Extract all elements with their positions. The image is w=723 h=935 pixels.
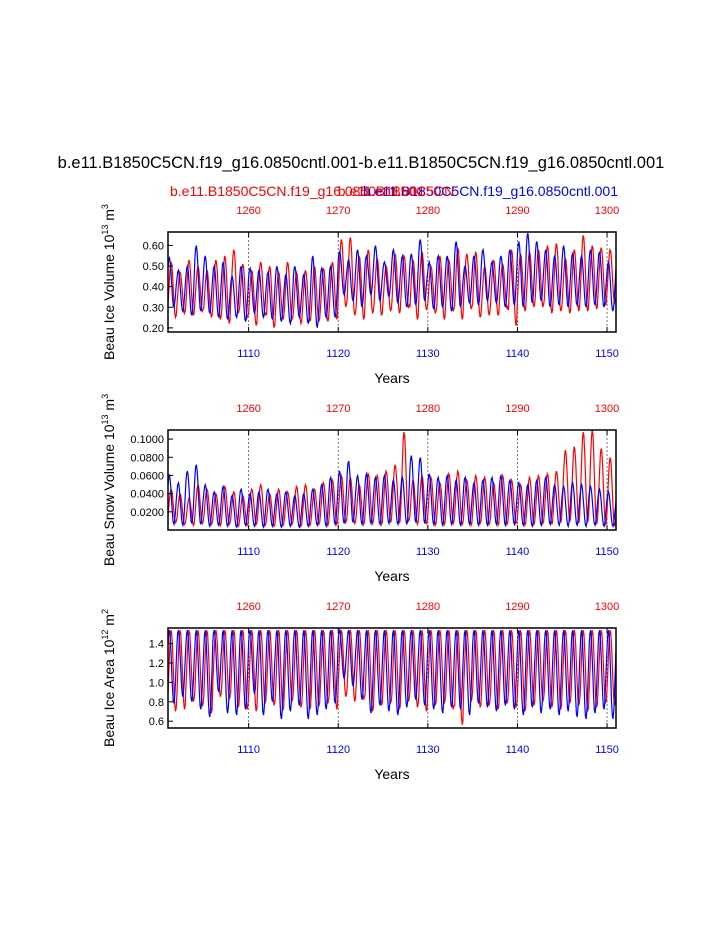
y-tick-label: 0.30 — [143, 302, 164, 314]
x-tick-label-top: 1290 — [505, 403, 529, 415]
chart-panel-beau-ice-volume: 0.20 0.30 0.40 0.50 0.60 1110 1120 1130 1140 1150… — [100, 204, 619, 386]
legend-red-label: b.e11.B1850C5CN.f19_g16.0850cntl.001 — [170, 183, 425, 199]
y-tick-label: 0.0600 — [130, 470, 164, 482]
series-line-red — [168, 430, 616, 529]
y-axis-label: Beau Snow Volume 1013 m3 — [100, 394, 117, 566]
y-axis-label-unit: m — [101, 614, 117, 630]
x-tick-label-bottom: 1130 — [416, 546, 440, 558]
x-tick-label-bottom: 1140 — [506, 348, 530, 360]
series-line-blue — [168, 628, 616, 720]
x-tick-label-top: 1270 — [326, 601, 350, 613]
x-tick-label-top: 1260 — [236, 601, 260, 613]
y-tick-label: 0.40 — [143, 282, 164, 294]
x-tick-label-bottom: 1150 — [595, 348, 619, 360]
x-tick-label-bottom: 1150 — [595, 744, 619, 756]
series-line-red — [168, 629, 616, 725]
y-axis-label-exponent: 12 — [100, 630, 110, 640]
chart-panel-beau-ice-area: 0.6 0.8 1.0 1.2 1.4 1110 1120 1130 1140 1150 1260 1… — [100, 601, 619, 782]
y-tick-label: 1.2 — [149, 658, 164, 670]
x-tick-label-bottom: 1130 — [416, 348, 440, 360]
y-tick-label: 0.1000 — [130, 434, 164, 446]
y-tick-label: 0.0200 — [130, 507, 164, 519]
x-tick-label-top: 1270 — [326, 205, 350, 217]
y-tick-label: 1.4 — [149, 639, 164, 651]
x-tick-label-bottom: 1130 — [416, 744, 440, 756]
y-tick-label: 1.0 — [149, 677, 164, 689]
x-tick-label-top: 1260 — [236, 205, 260, 217]
x-tick-label-top: 1290 — [505, 205, 529, 217]
x-tick-label-bottom: 1120 — [326, 348, 350, 360]
y-axis-label-unit: m — [101, 399, 117, 415]
plot-frame — [167, 429, 617, 531]
y-axis-label: Beau Ice Volume 1013 m3 — [100, 204, 117, 360]
x-tick-label-top: 1280 — [416, 601, 440, 613]
y-axis-label-unit-exponent: 3 — [100, 394, 110, 399]
chart-panel-beau-snow-volume: 0.0200 0.0400 0.0600 0.0800 0.1000 1110 1120 11… — [100, 394, 619, 584]
x-tick-label-bottom: 1140 — [506, 744, 530, 756]
figure-title: b.e11.B1850C5CN.f19_g16.0850cntl.001-b.e… — [58, 154, 665, 172]
y-axis-label-exponent: 13 — [100, 414, 110, 424]
x-tick-label-bottom: 1120 — [326, 546, 350, 558]
y-axis-label-text: Beau Snow Volume 10 — [101, 424, 117, 566]
x-tick-label-bottom: 1120 — [326, 744, 350, 756]
y-axis-label-unit: m — [101, 209, 117, 225]
x-tick-label-top: 1280 — [416, 205, 440, 217]
x-tick-label-top: 1270 — [326, 403, 350, 415]
series-line-blue — [168, 233, 616, 328]
x-axis-label: Years — [374, 766, 409, 782]
legend-overlay-label: b.e11.B1850C5CN — [338, 183, 454, 199]
y-tick-label: 0.0400 — [130, 489, 164, 501]
y-axis-label-unit-exponent: 2 — [100, 609, 110, 614]
x-tick-label-top: 1300 — [595, 205, 619, 217]
y-tick-label: 0.6 — [149, 716, 164, 728]
y-tick-label: 0.50 — [143, 261, 164, 273]
y-tick-label: 0.8 — [149, 697, 164, 709]
y-tick-label: 0.20 — [143, 323, 164, 335]
series-line-blue — [168, 455, 616, 529]
x-tick-label-bottom: 1140 — [506, 546, 530, 558]
y-axis-label-text: Beau Ice Volume 10 — [101, 234, 117, 360]
x-axis-label: Years — [374, 568, 409, 584]
x-tick-label-top: 1290 — [505, 601, 529, 613]
x-tick-label-top: 1280 — [416, 403, 440, 415]
x-tick-label-top: 1300 — [595, 403, 619, 415]
x-tick-label-bottom: 1110 — [237, 546, 260, 558]
y-axis-label: Beau Ice Area 1012 m2 — [100, 609, 117, 747]
y-axis-label-text: Beau Ice Area 10 — [101, 639, 117, 747]
series-line-red — [168, 235, 616, 328]
y-tick-label: 0.0800 — [130, 452, 164, 464]
x-tick-label-top: 1300 — [595, 601, 619, 613]
y-tick-label: 0.60 — [143, 240, 164, 252]
x-tick-label-bottom: 1110 — [237, 348, 260, 360]
x-axis-label: Years — [374, 370, 409, 386]
x-tick-label-top: 1260 — [236, 403, 260, 415]
y-axis-label-exponent: 13 — [100, 225, 110, 235]
legend-blue-label: b.e11.B1850C5CN.f19_g16.0850cntl.001 — [363, 183, 618, 199]
plot-frame — [167, 627, 617, 729]
x-tick-label-bottom: 1110 — [237, 744, 260, 756]
plot-frame — [167, 231, 617, 333]
x-tick-label-bottom: 1150 — [595, 546, 619, 558]
y-axis-label-unit-exponent: 3 — [100, 204, 110, 209]
